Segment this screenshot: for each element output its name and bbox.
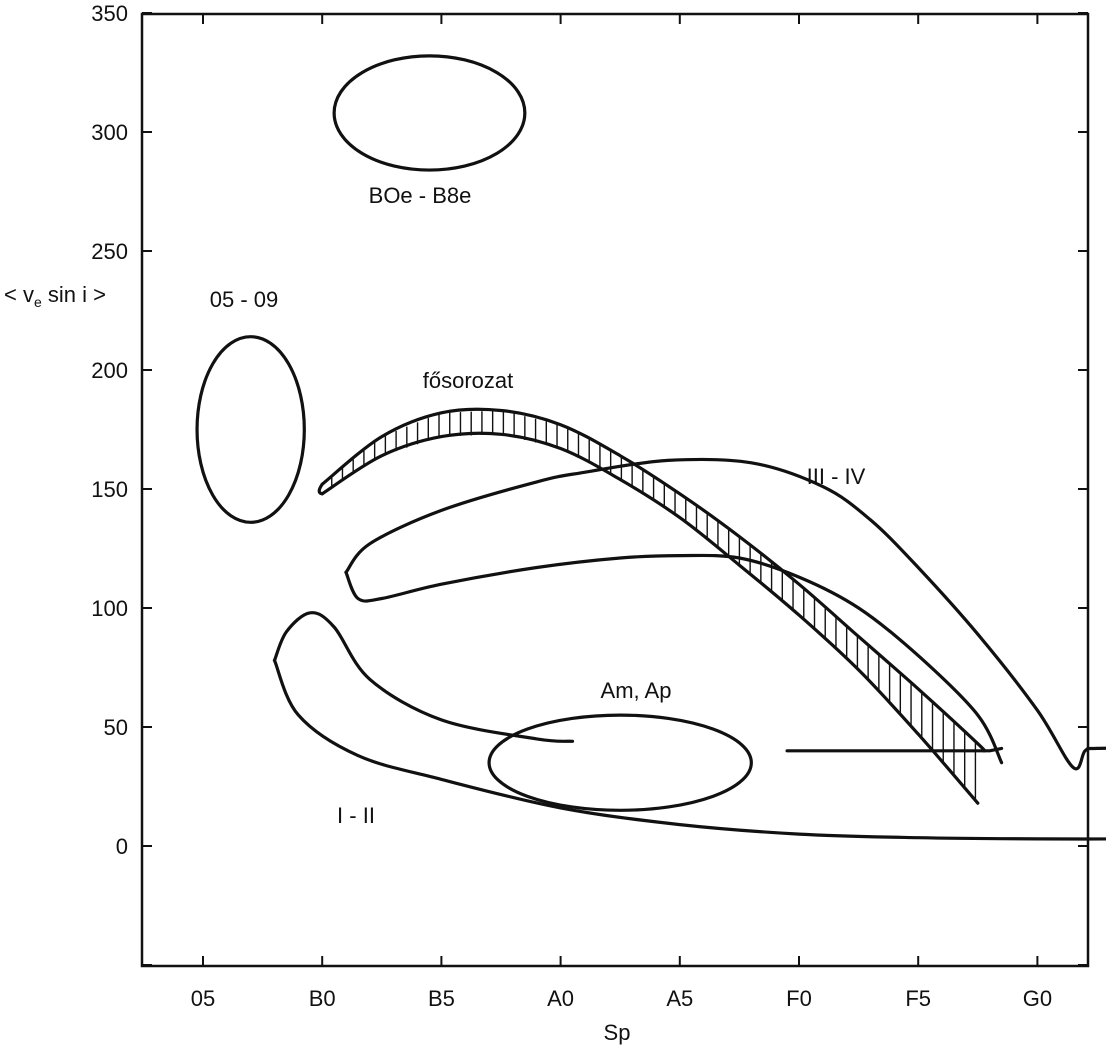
y-tick-label-150: 150 (91, 477, 128, 502)
y-axis-title-rest: sin i > (42, 282, 106, 307)
y-tick-label-50: 50 (104, 715, 128, 740)
region-boe-b8e (332, 54, 527, 172)
label-main-sequence: fősorozat (423, 368, 514, 393)
y-tick-label-300: 300 (91, 120, 128, 145)
axis-ticks (142, 12, 1088, 966)
band-left-cap (317, 482, 324, 496)
x-tick-labels: 05 B0 B5 A0 A5 F0 F5 G0 (191, 986, 1052, 1011)
region-am-ap (487, 713, 753, 812)
region-i-ii-right-line (785, 746, 1004, 753)
y-tick-label-100: 100 (91, 596, 128, 621)
x-tick-label-F0: F0 (786, 986, 812, 1011)
y-axis-title: < ve sin i > (4, 282, 106, 310)
region-i-ii-upper (272, 611, 575, 743)
band-lower-edge (320, 431, 980, 805)
regions (195, 54, 1106, 841)
y-tick-label-350: 350 (91, 1, 128, 26)
x-tick-label-B0: B0 (309, 986, 336, 1011)
x-tick-label-B5: B5 (428, 986, 455, 1011)
y-tick-labels: 0 50 100 150 200 250 300 350 (91, 1, 128, 859)
band-upper-edge (320, 407, 987, 753)
x-tick-label-05: 05 (191, 986, 215, 1011)
x-tick-label-A0: A0 (547, 986, 574, 1011)
y-axis-title-sub: e (34, 294, 42, 310)
plot-frame (140, 12, 1090, 968)
band-hatching (331, 410, 977, 801)
x-tick-label-G0: G0 (1023, 986, 1052, 1011)
x-axis-title: Sp (604, 1020, 631, 1045)
y-tick-label-200: 200 (91, 358, 128, 383)
label-iii-iv: III - IV (807, 464, 866, 489)
y-tick-label-0: 0 (116, 834, 128, 859)
label-o5-o9: 05 - 09 (210, 287, 279, 312)
y-tick-label-250: 250 (91, 239, 128, 264)
region-iii-iv-outer (344, 457, 1106, 771)
x-tick-label-F5: F5 (905, 986, 931, 1011)
label-i-ii: I - II (337, 803, 375, 828)
label-am-ap: Am, Ap (601, 678, 672, 703)
region-05-09 (195, 335, 306, 524)
x-tick-label-A5: A5 (666, 986, 693, 1011)
region-i-ii-lower (272, 658, 1106, 841)
region-iii-iv-inner (344, 553, 1004, 765)
label-b0e-b8e: BOe - B8e (369, 183, 472, 208)
y-axis-title-main: < v (4, 282, 34, 307)
